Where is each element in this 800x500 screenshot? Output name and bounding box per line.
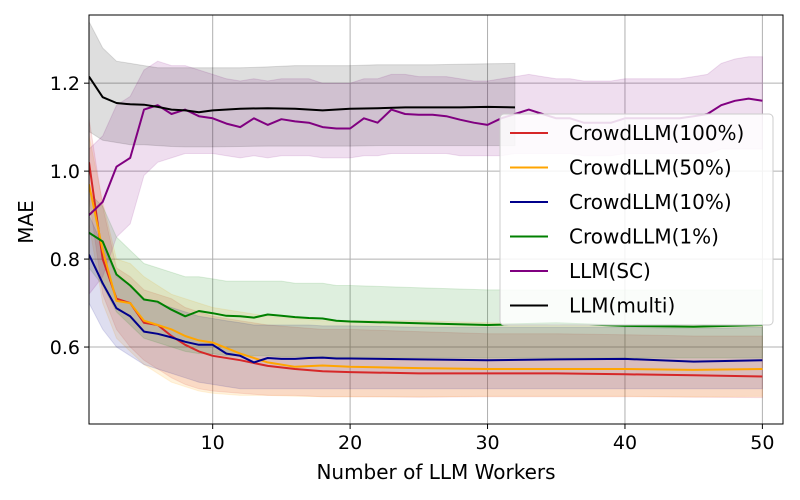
axis-ticks: 10 20 30 40 50 0.6 0.8 1.0 1.2 <box>50 73 775 454</box>
y-tick-label: 1.2 <box>50 73 80 95</box>
legend: CrowdLLM(100%) CrowdLLM(50%) CrowdLLM(10%)… <box>499 113 774 326</box>
band-crowdllm-10 <box>89 214 763 390</box>
legend-label-crowdllm-100: CrowdLLM(100%) <box>569 121 744 145</box>
legend-label-crowdllm-1: CrowdLLM(1%) <box>569 225 719 249</box>
x-tick-label: 10 <box>201 432 225 454</box>
x-tick-label: 50 <box>750 432 774 454</box>
band-crowdllm-100 <box>89 118 763 399</box>
legend-label-crowdllm-10: CrowdLLM(10%) <box>569 190 732 214</box>
line-llm-multi <box>89 76 516 114</box>
legend-label-crowdllm-50: CrowdLLM(50%) <box>569 156 732 180</box>
band-crowdllm-50 <box>89 135 763 398</box>
y-tick-label: 1.0 <box>50 161 80 183</box>
legend-box <box>499 113 774 326</box>
x-tick-label: 40 <box>613 432 637 454</box>
legend-label-llm-multi: LLM(multi) <box>569 294 675 318</box>
y-tick-label: 0.6 <box>50 337 80 359</box>
x-tick-label: 30 <box>475 432 499 454</box>
legend-label-llm-sc: LLM(SC) <box>569 259 651 283</box>
line-crowdllm-1 <box>89 231 763 328</box>
line-crowdllm-50 <box>89 184 763 371</box>
x-tick-label: 20 <box>338 432 362 454</box>
line-crowdllm-10 <box>89 254 763 364</box>
plot-frame <box>88 14 784 425</box>
y-axis-title: MAE <box>14 200 38 244</box>
x-axis-title: Number of LLM Workers <box>316 460 555 484</box>
y-tick-label: 0.8 <box>50 249 80 271</box>
